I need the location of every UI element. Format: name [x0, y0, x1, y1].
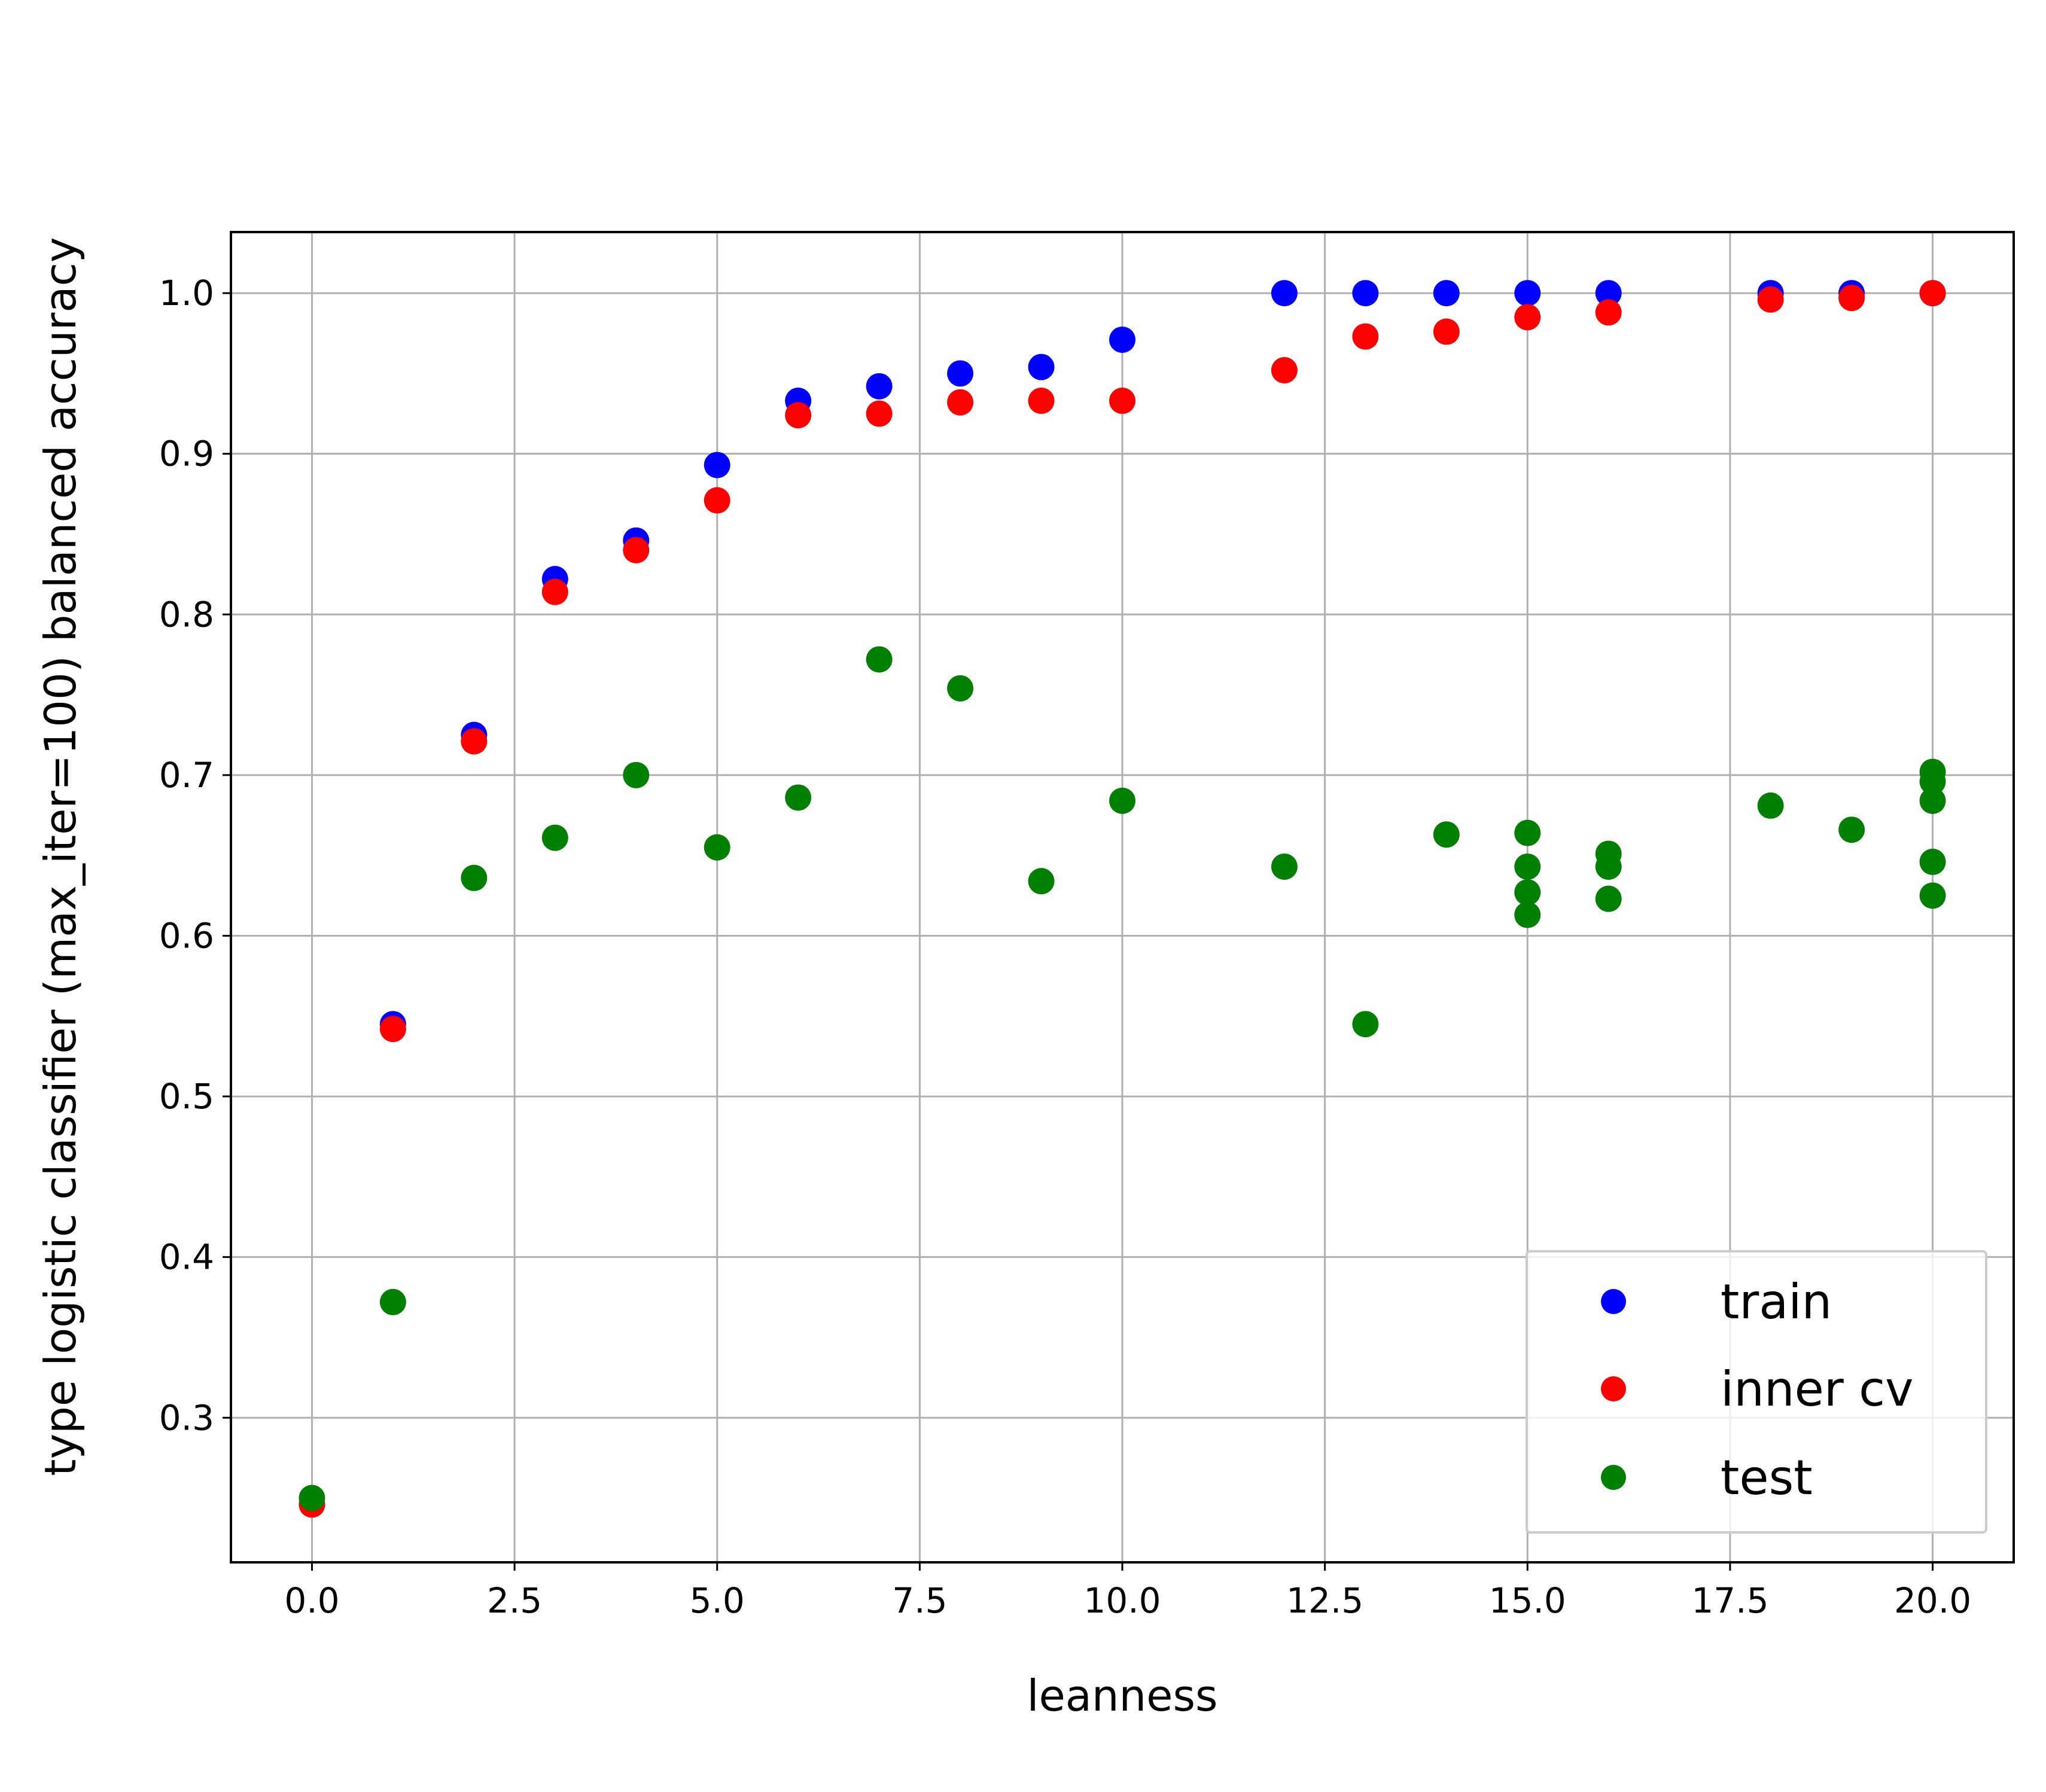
- point-train: [1028, 353, 1055, 380]
- point-train: [1109, 326, 1135, 353]
- y-tick-label: 0.8: [159, 594, 214, 635]
- point-test: [623, 761, 650, 788]
- x-tick-label: 20.0: [1894, 1580, 1971, 1621]
- point-inner-cv: [541, 578, 568, 605]
- legend-label-train: train: [1721, 1274, 1832, 1330]
- point-test: [1271, 853, 1298, 880]
- point-test: [1757, 792, 1784, 819]
- legend-box: [1526, 1250, 1987, 1534]
- legend-marker-inner-cv: [1601, 1376, 1626, 1401]
- point-test: [704, 834, 730, 861]
- y-tick-label: 0.9: [159, 434, 214, 474]
- point-test: [1595, 853, 1622, 880]
- data-points: [299, 280, 1946, 1518]
- point-train: [704, 452, 730, 479]
- point-inner-cv: [704, 487, 730, 514]
- point-test: [1109, 787, 1135, 814]
- point-inner-cv: [379, 1016, 406, 1043]
- point-test: [1028, 868, 1055, 895]
- point-test: [1514, 901, 1541, 928]
- point-inner-cv: [1271, 356, 1298, 383]
- y-tick-label: 0.4: [159, 1237, 214, 1278]
- point-test: [1352, 1011, 1379, 1038]
- x-tick-label: 2.5: [487, 1580, 542, 1621]
- point-test: [1919, 848, 1946, 875]
- y-axis-label: type logistic classifier (max_iter=100) …: [35, 237, 86, 1476]
- legend-marker-test: [1601, 1465, 1626, 1490]
- point-inner-cv: [1109, 388, 1135, 415]
- y-axis-ticks: 0.3 0.4 0.5 0.6 0.7 0.8 0.9 1.0: [159, 273, 231, 1438]
- point-test: [299, 1485, 325, 1511]
- legend-label-inner-cv: inner cv: [1721, 1361, 1914, 1417]
- legend-marker-train: [1601, 1289, 1626, 1314]
- point-inner-cv: [623, 537, 650, 563]
- point-inner-cv: [1352, 323, 1379, 350]
- x-tick-label: 5.0: [690, 1580, 745, 1621]
- point-train: [866, 373, 893, 400]
- point-test: [1919, 882, 1946, 909]
- point-inner-cv: [1838, 285, 1865, 312]
- point-inner-cv: [1514, 304, 1541, 331]
- point-train: [1595, 280, 1622, 307]
- point-inner-cv: [461, 728, 488, 755]
- point-test: [1514, 853, 1541, 880]
- point-test: [1919, 787, 1946, 814]
- point-test: [541, 824, 568, 851]
- point-train: [1433, 280, 1460, 307]
- x-tick-label: 17.5: [1691, 1580, 1768, 1621]
- y-tick-label: 0.6: [159, 915, 214, 956]
- point-test: [947, 675, 974, 702]
- y-tick-label: 0.7: [159, 755, 214, 796]
- x-tick-label: 12.5: [1286, 1580, 1363, 1621]
- point-inner-cv: [866, 400, 893, 427]
- x-tick-label: 10.0: [1083, 1580, 1161, 1621]
- x-axis-ticks: 0.0 2.5 5.0 7.5 10.0 12.5 15.0 17.5 20.0: [284, 1562, 1971, 1621]
- point-inner-cv: [1919, 280, 1946, 307]
- point-inner-cv: [947, 389, 974, 416]
- x-tick-label: 15.0: [1489, 1580, 1566, 1621]
- point-test: [1514, 879, 1541, 906]
- point-test: [1514, 819, 1541, 846]
- x-tick-label: 0.0: [284, 1580, 339, 1621]
- point-test: [379, 1288, 406, 1315]
- series-test: [299, 646, 1946, 1511]
- point-train: [1271, 280, 1298, 307]
- point-test: [785, 784, 812, 811]
- point-inner-cv: [1433, 318, 1460, 345]
- point-inner-cv: [1028, 388, 1055, 415]
- point-inner-cv: [785, 402, 812, 429]
- point-test: [866, 646, 893, 673]
- legend-label-test: test: [1721, 1450, 1813, 1505]
- point-test: [1919, 768, 1946, 795]
- y-tick-label: 0.3: [159, 1397, 214, 1438]
- legend: train inner cv test: [1526, 1250, 1987, 1534]
- series-inner-cv: [299, 280, 1946, 1518]
- point-inner-cv: [1757, 286, 1784, 313]
- y-tick-label: 1.0: [159, 273, 214, 313]
- point-test: [1595, 885, 1622, 912]
- y-tick-label: 0.5: [159, 1076, 214, 1117]
- point-test: [1838, 816, 1865, 843]
- point-test: [461, 864, 488, 891]
- x-tick-label: 7.5: [892, 1580, 947, 1621]
- x-axis-label: leanness: [1027, 1671, 1217, 1721]
- point-train: [1514, 280, 1541, 307]
- point-train: [1352, 280, 1379, 307]
- point-train: [947, 360, 974, 387]
- point-inner-cv: [1595, 299, 1622, 326]
- point-test: [1433, 821, 1460, 848]
